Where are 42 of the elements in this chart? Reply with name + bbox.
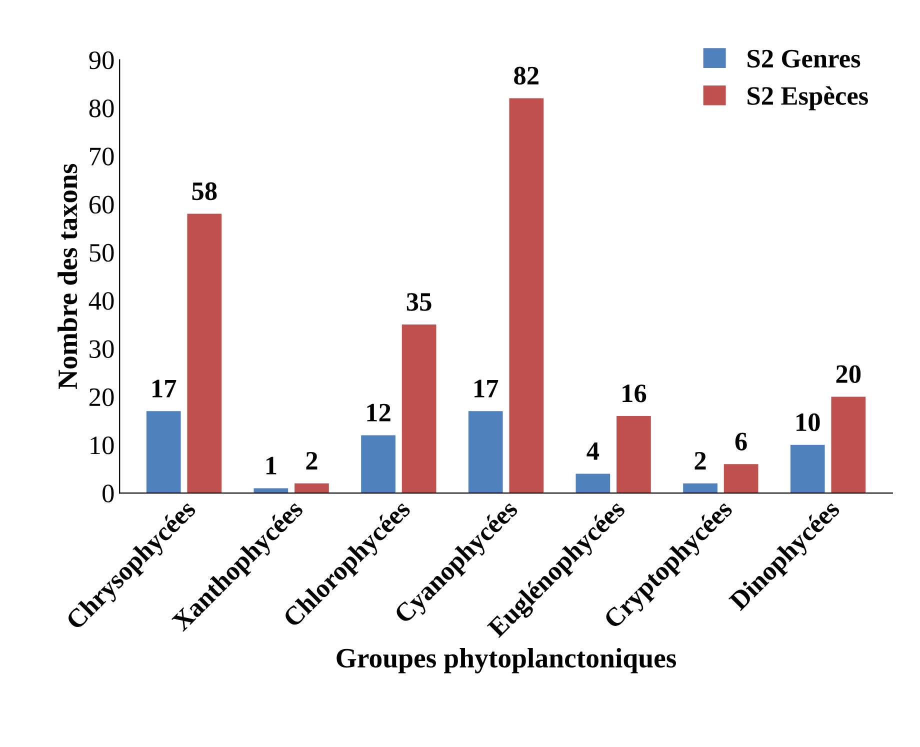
y-tick-label: 50 — [90, 244, 114, 262]
y-tick-label: 10 — [90, 436, 114, 454]
data-label: 58 — [192, 182, 217, 200]
data-label: 82 — [514, 66, 538, 85]
bar — [294, 483, 329, 494]
data-label: 17 — [152, 380, 176, 398]
data-label: 10 — [796, 413, 820, 432]
data-label: 20 — [836, 365, 861, 384]
bar — [187, 214, 222, 494]
bar — [146, 411, 181, 494]
data-label: 2 — [306, 452, 318, 470]
y-tick-label: 30 — [90, 340, 114, 358]
bar — [254, 488, 288, 494]
bar — [468, 411, 503, 494]
legend-label: S2 Espèces — [748, 86, 868, 110]
y-tick-label: 20 — [90, 388, 114, 406]
data-label: 1 — [266, 456, 276, 474]
y-axis-title: Nombre des taxons — [58, 164, 78, 390]
bar — [616, 416, 651, 494]
bar — [402, 324, 436, 494]
y-tick-label: 70 — [90, 148, 114, 166]
bar — [509, 98, 544, 494]
data-label: 6 — [735, 432, 747, 450]
bar — [790, 444, 825, 494]
bar — [724, 464, 758, 494]
bar — [831, 396, 866, 494]
data-label: 2 — [694, 452, 706, 470]
bar — [361, 435, 396, 494]
bar — [683, 483, 718, 494]
data-label: 4 — [586, 442, 600, 460]
data-label: 16 — [622, 384, 646, 402]
data-label: 12 — [367, 404, 390, 422]
y-tick-label: 0 — [102, 484, 114, 502]
y-tick-label: 40 — [88, 292, 114, 310]
y-tick-label: 80 — [89, 100, 114, 118]
data-label: 17 — [474, 380, 498, 398]
legend-label: S2 Genres — [748, 50, 860, 68]
x-axis-title: Groupes phytoplanctoniques — [336, 648, 676, 674]
data-label: 35 — [406, 293, 432, 311]
bar — [576, 474, 610, 494]
y-tick-label: 90 — [89, 51, 114, 70]
y-tick-label: 60 — [89, 196, 114, 214]
